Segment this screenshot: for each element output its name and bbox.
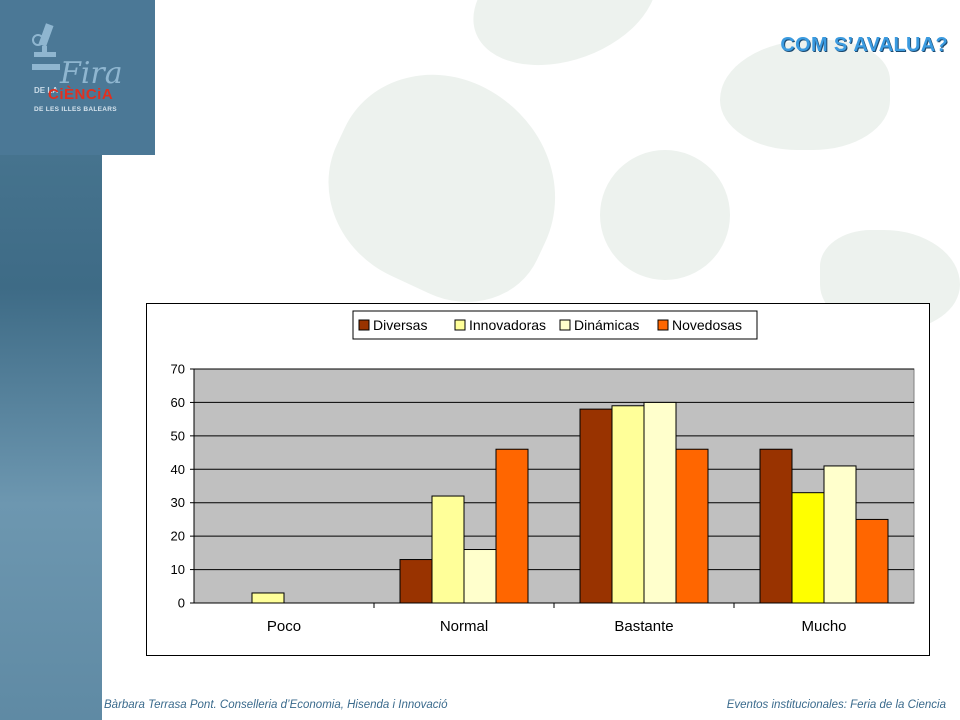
- bar-novedosas-mucho: [855, 518, 889, 604]
- bar-novedosas-normal: [495, 448, 529, 604]
- footer-author: Bàrbara Terrasa Pont. Conselleria d’Econ…: [104, 699, 448, 711]
- bar-innovadoras-bastante: [611, 405, 645, 604]
- y-tick-label: 60: [171, 395, 185, 410]
- bar-dinámicas-mucho: [823, 465, 857, 604]
- legend-label: Novedosas: [672, 317, 742, 333]
- legend-label: Diversas: [373, 317, 427, 333]
- y-tick-label: 50: [171, 428, 185, 443]
- footer-event: Eventos institucionales: Feria de la Cie…: [726, 699, 946, 711]
- legend-label: Innovadoras: [469, 317, 546, 333]
- y-tick-label: 0: [178, 596, 185, 611]
- logo-ciencia-text: CiÈNCiA: [48, 86, 114, 103]
- legend-swatch: [657, 319, 669, 331]
- bar-novedosas-bastante: [675, 448, 709, 604]
- y-tick-label: 70: [171, 362, 185, 377]
- bar-innovadoras-mucho: [791, 492, 825, 604]
- bar-diversas-mucho: [759, 448, 793, 604]
- chart-frame: 0 10 20 30 40 50 60 70 Poco Normal Bastante Mucho Di…: [146, 303, 930, 656]
- background-swirl: [600, 150, 730, 280]
- bar-chart: 0 10 20 30 40 50 60 70 Poco Normal Bastante Mucho Di…: [171, 310, 915, 635]
- bar-diversas-bastante: [579, 408, 613, 604]
- y-tick-label: 40: [171, 462, 185, 477]
- logo-de-text: DE LA: [34, 86, 58, 95]
- x-tick-label: Mucho: [801, 618, 846, 635]
- background-swirl: [720, 40, 890, 150]
- x-tick-label: Poco: [267, 618, 301, 635]
- logo-fira-text: Fira: [60, 56, 123, 91]
- logo: Fira DE LA CiÈNCiA DE LES ILLES BALEARS: [0, 0, 155, 155]
- background-swirl: [296, 41, 594, 329]
- bar-innovadoras-poco: [251, 592, 285, 604]
- bar-dinámicas-bastante: [643, 401, 677, 604]
- legend-label: Dinámicas: [574, 317, 639, 333]
- bar-dinámicas-normal: [463, 549, 497, 604]
- bar-diversas-normal: [399, 559, 433, 604]
- y-tick-label: 10: [171, 562, 185, 577]
- legend-swatch: [559, 319, 571, 331]
- background-swirl: [455, 0, 675, 89]
- microscope-icon: [32, 23, 60, 70]
- x-tick-label: Normal: [440, 618, 488, 635]
- legend: [352, 310, 758, 340]
- legend-swatch: [454, 319, 466, 331]
- y-tick-label: 20: [171, 529, 185, 544]
- logo-balears-text: DE LES ILLES BALEARS: [34, 106, 117, 113]
- bar-innovadoras-normal: [431, 495, 465, 604]
- y-tick-label: 30: [171, 495, 185, 510]
- x-tick-label: Bastante: [614, 618, 673, 635]
- slide-title: COM S’AVALUA?: [780, 34, 948, 56]
- legend-swatch: [358, 319, 370, 331]
